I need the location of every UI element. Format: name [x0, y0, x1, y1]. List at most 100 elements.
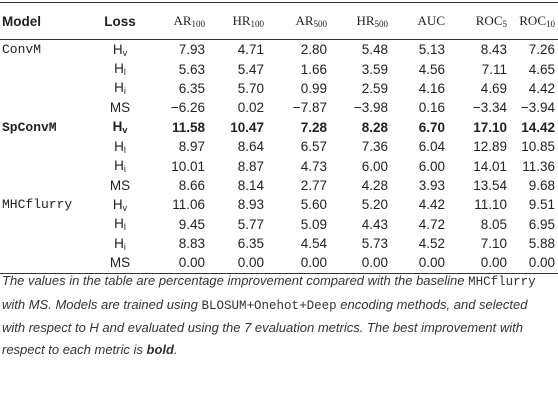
value-cell: −3.34: [472, 100, 507, 116]
value-cell: 4.71: [237, 42, 264, 58]
caption-text: MHCflurry: [468, 275, 536, 289]
value-cell: 0.00: [528, 255, 555, 271]
value-cell: 6.95: [528, 216, 555, 232]
model-cell: MHCflurry: [2, 197, 73, 213]
value-cell: 2.77: [300, 177, 327, 193]
table-row: Hl 8.97 8.64 6.57 7.36 6.04 12.89 10.85: [0, 137, 558, 156]
value-cell: 6.00: [361, 158, 388, 174]
base-text: HR: [356, 13, 375, 28]
value-cell: 0.00: [361, 255, 388, 271]
value-cell: 0.16: [418, 100, 445, 116]
cell-text: Loss: [104, 13, 136, 29]
value-cell: −3.94: [520, 100, 555, 116]
value-cell: 4.42: [418, 197, 445, 213]
value-cell: 3.59: [361, 61, 388, 77]
loss-cell: Hl: [100, 215, 140, 234]
value-cell: 6.35: [178, 80, 205, 96]
loss-cell: Hi: [100, 79, 140, 98]
value-cell: 8.05: [480, 216, 507, 232]
value-cell: 10.85: [521, 139, 555, 155]
model-cell: [0, 215, 100, 234]
value-cell: 8.87: [237, 158, 264, 174]
value-cell: 5.70: [237, 80, 264, 96]
base-text: H: [112, 41, 123, 57]
loss-cell: MS: [100, 98, 140, 117]
subscript: v: [122, 125, 128, 136]
subscript: 500: [374, 19, 389, 29]
model-cell: SpConvM: [2, 119, 57, 135]
value-cell: −3.98: [353, 100, 388, 116]
value-cell: 9.45: [178, 216, 205, 232]
model-cell: [0, 137, 100, 156]
value-cell: 8.97: [178, 139, 205, 155]
table-row: MS 0.00 0.00 0.00 0.00 0.00 0.00 0.00: [0, 253, 558, 274]
subscript: l: [123, 222, 126, 233]
value-cell: 5.20: [361, 197, 388, 213]
value-cell: 11.10: [474, 197, 507, 213]
value-cell: 10.47: [230, 119, 264, 135]
header-cell: ROC5: [448, 3, 510, 40]
caption-text: +: [246, 296, 255, 312]
value-cell: 7.26: [528, 42, 555, 58]
table-header: Model Loss AR100 HR100 AR500 HR500 AUC ROC5 ROC1…: [0, 2, 558, 40]
base-text: AR: [173, 13, 192, 28]
value-cell: 4.72: [418, 216, 445, 232]
header-row: Model Loss AR100 HR100 AR500 HR500 AUC ROC5 ROC1…: [0, 2, 558, 40]
value-cell: 6.35: [237, 236, 264, 252]
caption-text: with MS. Models are trained using: [2, 296, 202, 312]
base-text: H: [112, 119, 123, 135]
table-row: MS 8.66 8.14 2.77 4.28 3.93 13.54 9.68: [0, 176, 558, 195]
value-cell: 6.57: [300, 139, 327, 155]
value-cell: 8.66: [178, 177, 205, 193]
value-cell: 4.69: [480, 80, 507, 96]
value-cell: 8.93: [237, 197, 264, 213]
value-cell: 9.68: [528, 177, 555, 193]
header-cell: AR500: [267, 3, 330, 40]
value-cell: 5.48: [361, 42, 388, 58]
results-table: Model Loss AR100 HR100 AR500 HR500 AUC ROC5 ROC1…: [0, 2, 558, 274]
value-cell: 2.80: [300, 42, 327, 58]
value-cell: 4.65: [528, 61, 555, 77]
cell-text: MS: [109, 255, 131, 271]
value-cell: 0.00: [178, 255, 205, 271]
loss-cell: Hv: [100, 195, 140, 214]
value-cell: 7.93: [178, 42, 205, 58]
header-cell: Loss: [100, 3, 140, 40]
value-cell: 1.66: [300, 61, 327, 77]
table-row: Hi 10.01 8.87 4.73 6.00 6.00 14.01 11.36: [0, 156, 558, 175]
table-row: Hl 5.63 5.47 1.66 3.59 4.56 7.11 4.65: [0, 59, 558, 78]
base-text: H: [112, 196, 123, 212]
value-cell: 11.36: [522, 158, 555, 174]
loss-cell: Hi: [100, 156, 140, 175]
base-text: H: [114, 61, 124, 77]
value-cell: 4.56: [418, 61, 445, 77]
value-cell: 6.70: [418, 119, 445, 135]
header-cell: AR100: [140, 3, 208, 40]
model-cell: [0, 79, 100, 98]
value-cell: 0.02: [237, 100, 264, 116]
value-cell: 0.00: [480, 255, 507, 271]
value-cell: 5.13: [418, 42, 445, 58]
value-cell: −7.87: [292, 100, 327, 116]
loss-cell: MS: [100, 176, 140, 195]
loss-cell: Hl: [100, 59, 140, 78]
value-cell: 9.51: [528, 197, 555, 213]
header-cell: ROC10: [510, 3, 558, 40]
subscript: 100: [250, 19, 265, 29]
value-cell: 0.99: [300, 80, 327, 96]
loss-cell: MS: [100, 253, 140, 273]
subscript: i: [123, 86, 126, 97]
loss-cell: Hv: [100, 118, 140, 137]
subscript: i: [123, 164, 126, 175]
value-cell: 7.36: [361, 139, 388, 155]
value-cell: 5.09: [300, 216, 327, 232]
base-text: H: [114, 138, 124, 154]
subscript: 5: [502, 19, 508, 29]
value-cell: 6.04: [418, 139, 445, 155]
value-cell: 4.16: [418, 80, 445, 96]
header-cell: AUC: [391, 3, 448, 40]
caption: The values in the table are percentage i…: [2, 270, 554, 360]
caption-text: encoding methods, and selected with resp…: [2, 296, 528, 357]
value-cell: 17.10: [473, 119, 507, 135]
table-row: MHCflurry Hv 11.06 8.93 5.60 5.20 4.42 11.10 9.5…: [0, 195, 558, 214]
